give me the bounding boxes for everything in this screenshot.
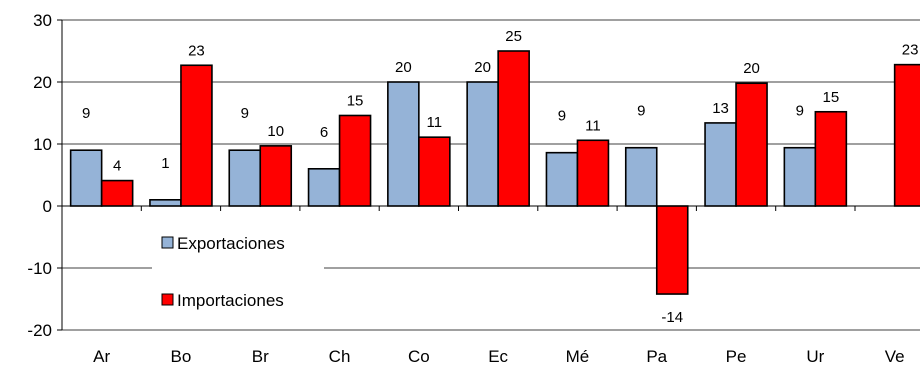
x-tick-label: Mé: [566, 347, 590, 366]
x-tick-label: Ve: [885, 347, 905, 366]
y-tick-label: 20: [33, 73, 52, 92]
x-tick-label: Bo: [171, 347, 192, 366]
legend-background: [152, 226, 324, 326]
y-tick-label: 0: [43, 197, 52, 216]
data-label: 4: [113, 158, 121, 175]
data-label: 9: [637, 103, 645, 120]
data-label: 20: [395, 59, 412, 76]
bar-importaciones-pe: [735, 82, 768, 207]
y-tick-label: -10: [27, 259, 52, 278]
bar-importaciones-ve: [893, 63, 920, 207]
data-labels: 9 1 9 6 20 20 9 9 13 9 4 23 10 15 11 25 11 -14 20 15 23: [82, 28, 919, 326]
data-label: 15: [347, 92, 364, 109]
x-tick-label: Br: [252, 347, 269, 366]
bar-importaciones-ar: [100, 179, 134, 207]
data-label: 15: [823, 89, 840, 106]
x-tick-label: Ar: [93, 347, 110, 366]
x-tick-label: Ch: [329, 347, 351, 366]
bar-importaciones-mé: [576, 139, 610, 207]
bar-exportaciones-co: [387, 81, 420, 207]
data-label: 23: [902, 42, 919, 59]
legend-label: Exportaciones: [177, 234, 285, 253]
x-tick-label: Ur: [806, 347, 824, 366]
bar-exportaciones-bo: [149, 199, 182, 207]
bar-importaciones-co: [418, 136, 451, 207]
bar-importaciones-ec: [497, 50, 530, 207]
legend-swatch: [161, 293, 174, 306]
data-label: -14: [661, 309, 683, 326]
bar-importaciones-pa: [655, 205, 689, 295]
bar-importaciones-ch: [338, 114, 372, 207]
data-label: 9: [241, 105, 249, 122]
y-tick-label: 30: [33, 11, 52, 30]
bar-exportaciones-pe: [704, 122, 737, 207]
x-tick-label: Pa: [646, 347, 667, 366]
data-label: 20: [743, 60, 760, 77]
legend: Exportaciones Importaciones: [152, 226, 324, 326]
bar-exportaciones-ur: [783, 146, 817, 207]
data-label: 9: [82, 105, 90, 122]
data-label: 20: [474, 59, 491, 76]
data-label: 9: [558, 108, 566, 125]
x-tick-label: Pe: [726, 347, 747, 366]
legend-swatch: [161, 236, 174, 249]
data-label: 11: [427, 114, 443, 131]
data-label: 10: [267, 123, 284, 140]
data-label: 23: [188, 42, 205, 59]
legend-label: Importaciones: [177, 291, 284, 310]
x-axis: Ar Bo Br Ch Co Ec Mé Pa Pe Ur Ve: [61, 205, 920, 366]
y-tick-label: 10: [33, 135, 52, 154]
data-label: 6: [320, 124, 328, 141]
data-label: 25: [505, 28, 522, 45]
bar-exportaciones-ec: [466, 81, 499, 207]
data-label: 13: [712, 100, 729, 117]
y-tick-label: -20: [27, 321, 52, 340]
bar-exportaciones-mé: [545, 151, 579, 207]
bar-importaciones-ur: [814, 110, 848, 207]
bar-importaciones-br: [259, 145, 293, 207]
bar-exportaciones-br: [228, 149, 262, 207]
x-tick-label: Co: [408, 347, 430, 366]
bar-exportaciones-ch: [307, 168, 341, 207]
bar-exportaciones-pa: [624, 146, 658, 207]
bars: [69, 50, 920, 295]
x-tick-label: Ec: [488, 347, 508, 366]
y-axis: -20 -10 0 10 20 30: [27, 11, 63, 340]
data-label: 9: [796, 103, 804, 120]
data-label: 1: [161, 155, 169, 172]
bar-exportaciones-ar: [69, 149, 103, 207]
data-label: 11: [585, 117, 601, 134]
bar-importaciones-bo: [180, 64, 213, 207]
